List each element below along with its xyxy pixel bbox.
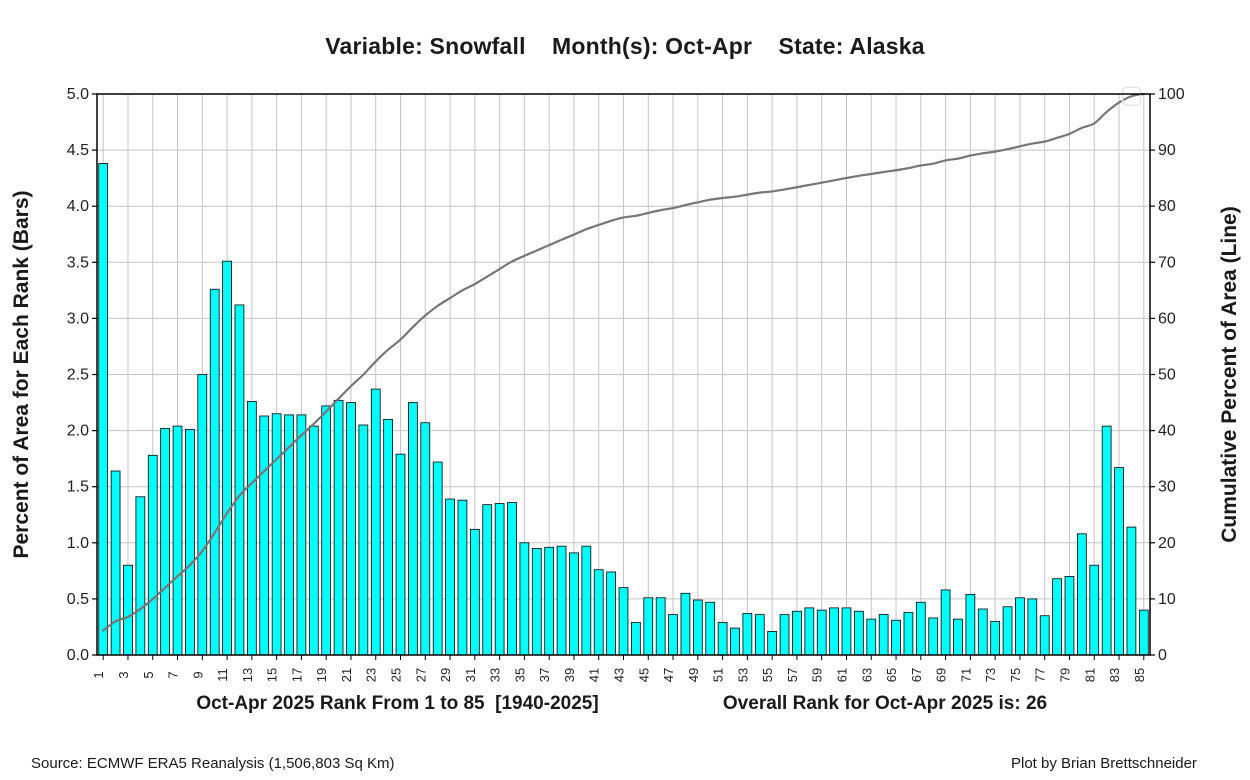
svg-text:61: 61 <box>834 668 849 682</box>
svg-text:30: 30 <box>1158 479 1176 496</box>
svg-text:83: 83 <box>1107 668 1122 682</box>
svg-text:85: 85 <box>1132 668 1147 682</box>
svg-text:7: 7 <box>166 671 181 678</box>
svg-text:3.5: 3.5 <box>67 254 89 271</box>
svg-text:39: 39 <box>562 668 577 682</box>
svg-text:70: 70 <box>1158 254 1176 271</box>
svg-text:51: 51 <box>711 668 726 682</box>
svg-text:37: 37 <box>537 668 552 682</box>
svg-text:0.5: 0.5 <box>67 591 89 608</box>
svg-text:43: 43 <box>612 668 627 682</box>
svg-text:55: 55 <box>760 668 775 682</box>
svg-text:80: 80 <box>1158 198 1176 215</box>
svg-text:79: 79 <box>1057 668 1072 682</box>
svg-text:1.0: 1.0 <box>67 535 89 552</box>
svg-text:10: 10 <box>1158 591 1176 608</box>
svg-text:75: 75 <box>1008 668 1023 682</box>
svg-text:4.0: 4.0 <box>67 198 89 215</box>
svg-text:50: 50 <box>1158 367 1176 384</box>
svg-text:45: 45 <box>636 668 651 682</box>
svg-text:4.5: 4.5 <box>67 142 89 159</box>
svg-text:41: 41 <box>587 668 602 682</box>
svg-text:23: 23 <box>364 668 379 682</box>
svg-text:67: 67 <box>909 668 924 682</box>
svg-text:77: 77 <box>1033 668 1048 682</box>
svg-text:15: 15 <box>265 668 280 682</box>
svg-text:60: 60 <box>1158 310 1176 327</box>
svg-text:29: 29 <box>438 668 453 682</box>
svg-text:13: 13 <box>240 668 255 682</box>
svg-text:1: 1 <box>91 671 106 678</box>
svg-text:69: 69 <box>934 668 949 682</box>
svg-text:49: 49 <box>686 668 701 682</box>
svg-text:0.0: 0.0 <box>67 647 89 664</box>
svg-text:25: 25 <box>389 668 404 682</box>
svg-text:57: 57 <box>785 668 800 682</box>
svg-text:31: 31 <box>463 668 478 682</box>
svg-text:20: 20 <box>1158 535 1176 552</box>
svg-text:47: 47 <box>661 668 676 682</box>
svg-text:5.0: 5.0 <box>67 86 89 103</box>
svg-text:2.5: 2.5 <box>67 367 89 384</box>
svg-text:11: 11 <box>215 668 230 682</box>
svg-text:100: 100 <box>1158 86 1185 103</box>
svg-text:81: 81 <box>1082 668 1097 682</box>
svg-text:0: 0 <box>1158 647 1167 664</box>
svg-text:3.0: 3.0 <box>67 310 89 327</box>
svg-text:65: 65 <box>884 668 899 682</box>
svg-text:5: 5 <box>141 671 156 678</box>
svg-text:40: 40 <box>1158 423 1176 440</box>
svg-text:71: 71 <box>958 668 973 682</box>
svg-text:19: 19 <box>314 668 329 682</box>
svg-text:59: 59 <box>810 668 825 682</box>
svg-text:2.0: 2.0 <box>67 423 89 440</box>
svg-text:53: 53 <box>735 668 750 682</box>
svg-text:90: 90 <box>1158 142 1176 159</box>
svg-text:9: 9 <box>190 671 205 678</box>
svg-text:17: 17 <box>289 668 304 682</box>
svg-text:63: 63 <box>859 668 874 682</box>
svg-text:21: 21 <box>339 668 354 682</box>
svg-text:33: 33 <box>488 668 503 682</box>
svg-text:27: 27 <box>413 668 428 682</box>
svg-text:3: 3 <box>116 671 131 678</box>
svg-text:73: 73 <box>983 668 998 682</box>
svg-text:1.5: 1.5 <box>67 479 89 496</box>
svg-text:35: 35 <box>512 668 527 682</box>
